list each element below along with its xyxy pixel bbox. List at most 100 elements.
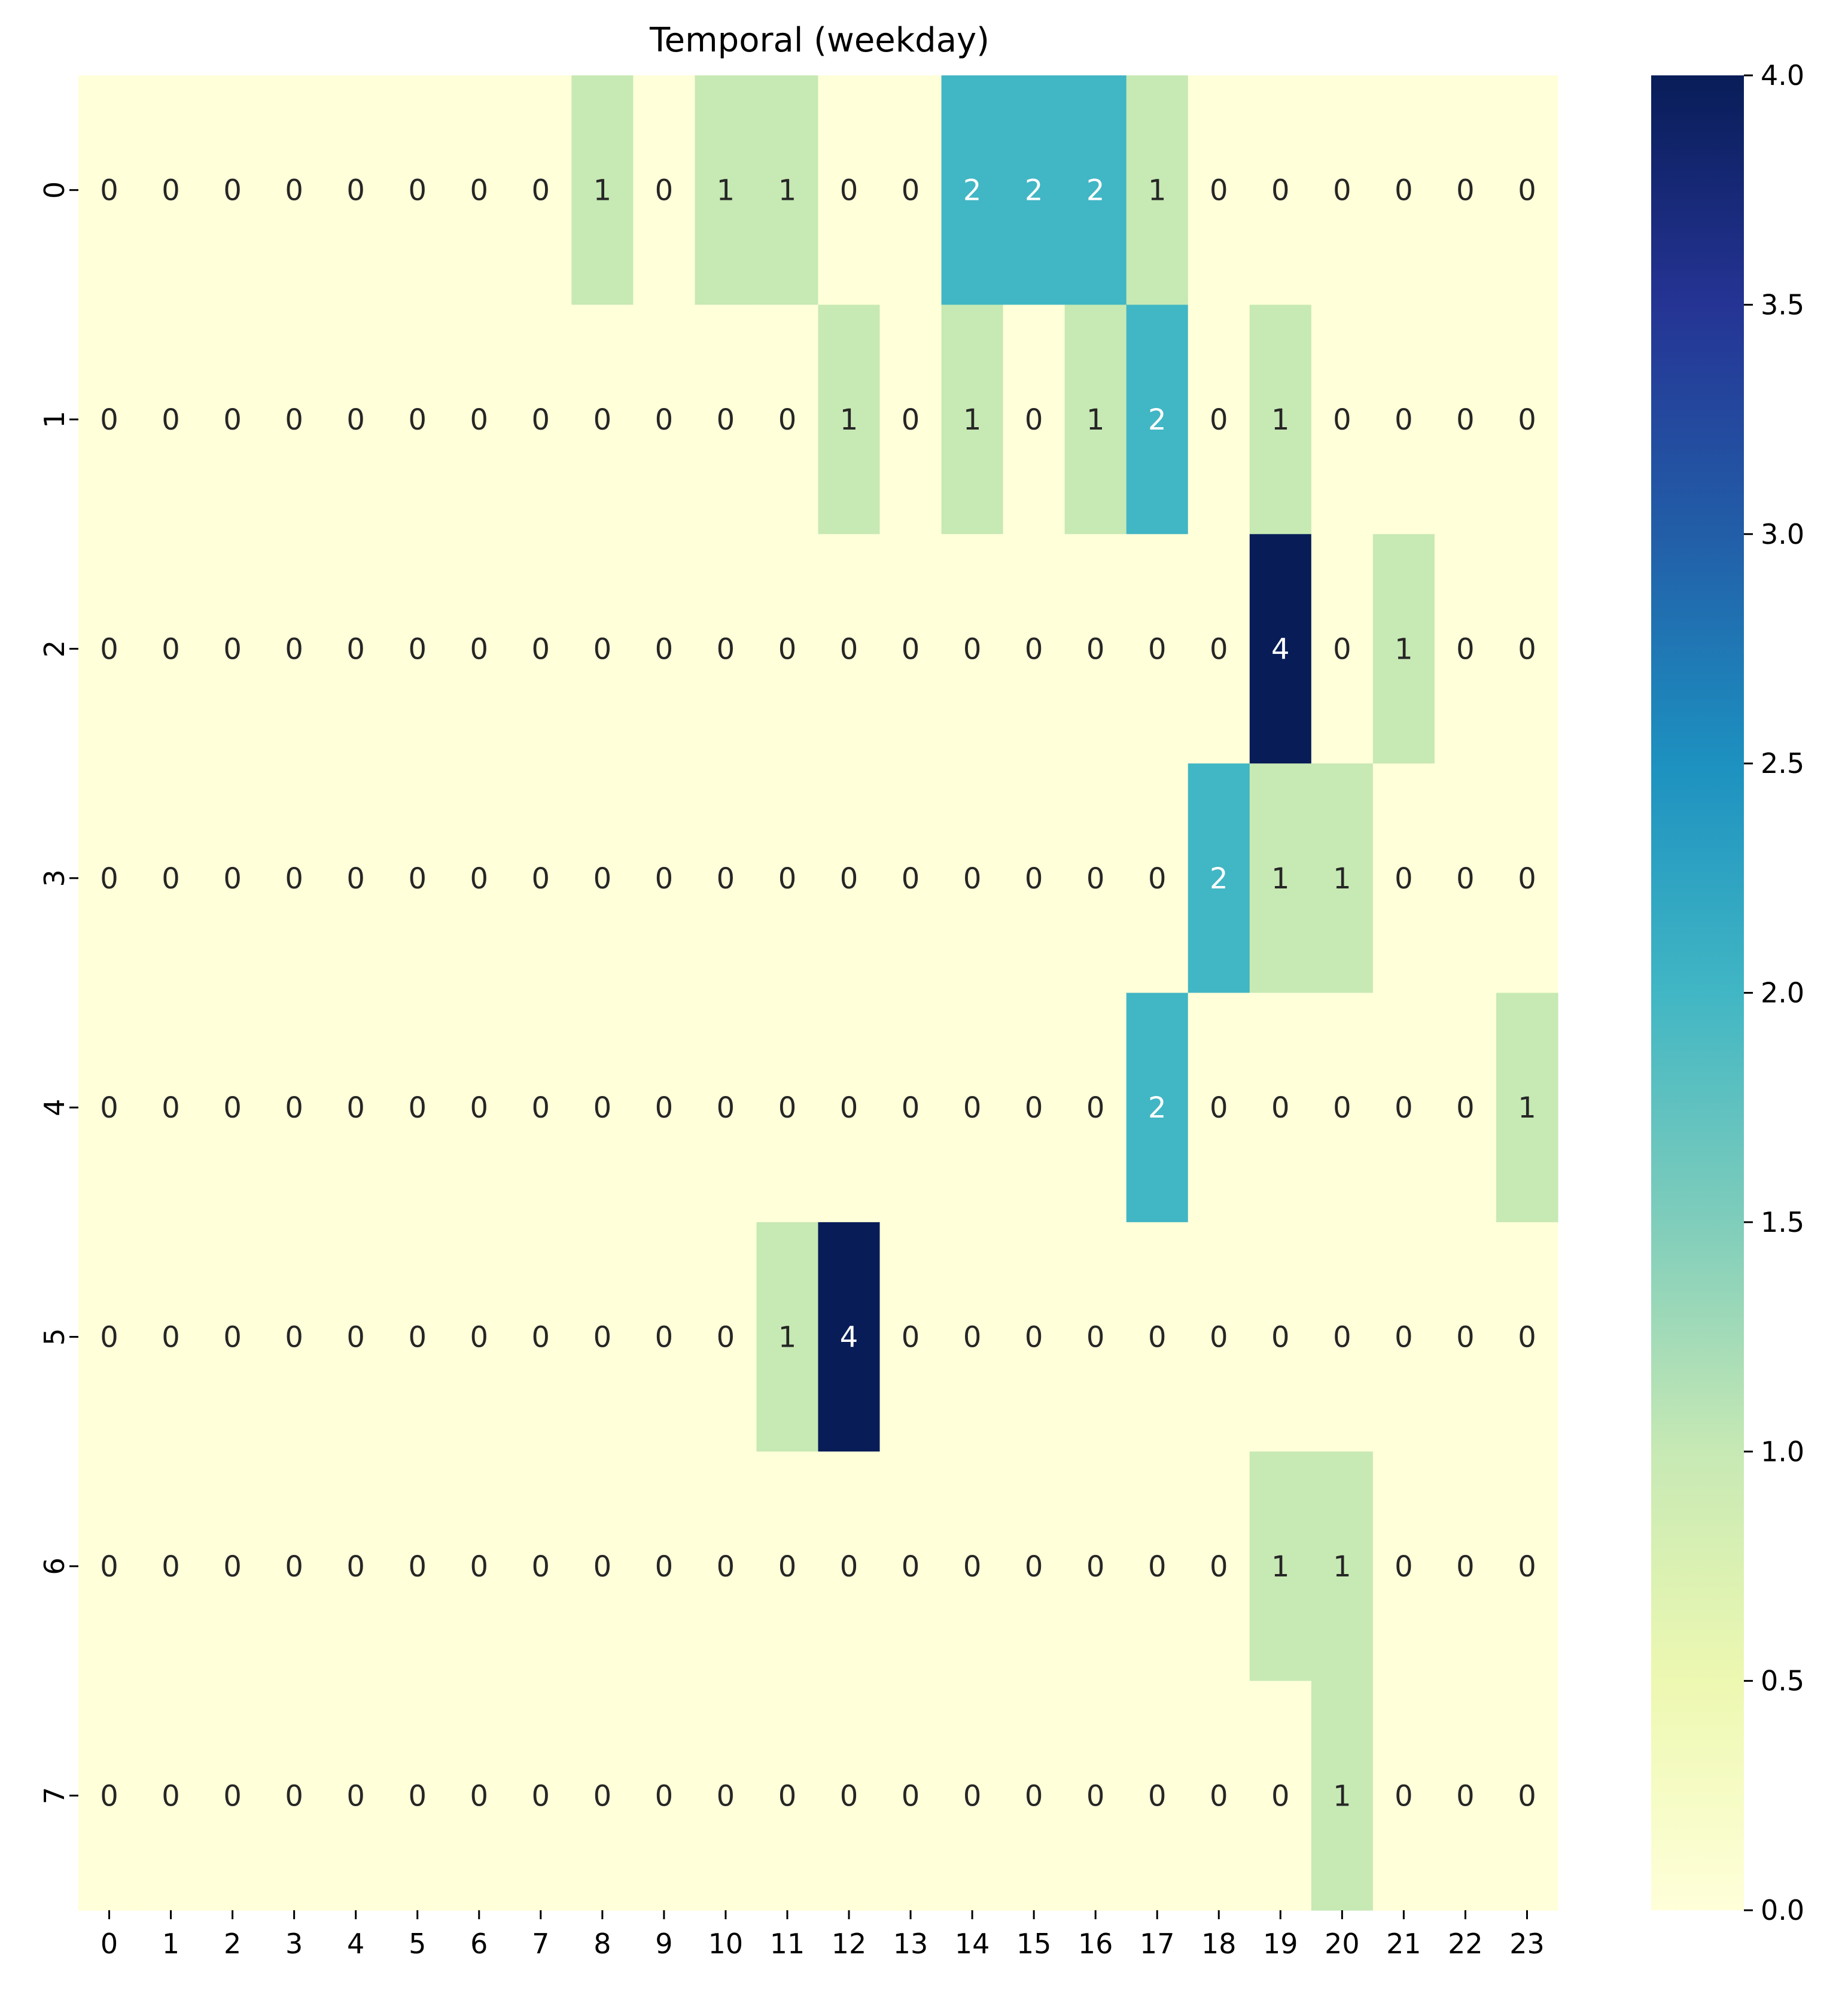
heatmap-cell	[1126, 75, 1189, 305]
heatmap-cell	[1434, 763, 1497, 994]
heatmap-cell	[1188, 305, 1250, 535]
cell-value-label: 0	[717, 1550, 735, 1584]
heatmap-cell	[325, 1681, 387, 1911]
heatmap-cell	[386, 1222, 449, 1452]
cell-value-label: 2	[1210, 862, 1228, 896]
heatmap-cell	[879, 763, 942, 994]
cell-value-label: 0	[408, 1550, 427, 1584]
y-tick-label: 6	[38, 1557, 71, 1575]
heatmap-cell	[140, 75, 202, 305]
heatmap-cell	[386, 305, 449, 535]
heatmap-cell	[325, 1222, 387, 1452]
cell-value-label: 0	[1148, 1321, 1167, 1354]
heatmap-cell	[1434, 1222, 1497, 1452]
heatmap-cell	[1064, 534, 1127, 764]
cell-value-label: 0	[717, 632, 735, 666]
cell-value-label: 0	[1210, 1321, 1228, 1354]
cell-value-label: 0	[1025, 862, 1043, 896]
colorbar-tick-label: 3.5	[1761, 288, 1804, 321]
heatmap-cell	[1434, 993, 1497, 1223]
x-tick-label: 16	[1078, 1928, 1113, 1960]
cell-value-label: 0	[470, 632, 488, 666]
heatmap-cell	[325, 993, 387, 1223]
heatmap-cell	[1126, 763, 1189, 994]
heatmap-cell	[1372, 75, 1435, 305]
heatmap-cell	[1496, 534, 1558, 764]
cell-value-label: 2	[1025, 174, 1043, 208]
y-tick-label: 2	[38, 640, 71, 657]
heatmap-cells	[78, 75, 1558, 1911]
heatmap-cell	[633, 1681, 696, 1911]
cell-value-label: 2	[963, 174, 982, 208]
cell-value-label: 1	[717, 174, 735, 208]
heatmap-cell	[78, 993, 141, 1223]
heatmap-cell	[756, 305, 819, 535]
x-tick-label: 11	[770, 1928, 805, 1960]
heatmap-cell	[510, 993, 572, 1223]
x-tick-label: 22	[1448, 1928, 1483, 1960]
y-tick-label: 1	[38, 410, 71, 428]
heatmap-cell	[1003, 1222, 1065, 1452]
heatmap-cell	[1311, 1451, 1374, 1682]
cell-value-label: 0	[655, 862, 674, 896]
heatmap-cell	[78, 75, 141, 305]
cell-value-label: 0	[1148, 1550, 1167, 1584]
cell-value-label: 0	[100, 1779, 118, 1813]
heatmap-cell	[818, 993, 881, 1223]
heatmap-cell	[1434, 1451, 1497, 1682]
x-tick-label: 0	[101, 1928, 118, 1960]
heatmap-cell	[1126, 993, 1189, 1223]
cell-value-label: 0	[1148, 1779, 1167, 1813]
x-tick-label: 23	[1509, 1928, 1545, 1960]
x-tick-label: 18	[1201, 1928, 1237, 1960]
cell-value-label: 0	[162, 862, 180, 896]
colorbar-tick-label: 4.0	[1761, 59, 1804, 92]
heatmap-cell	[1064, 1222, 1127, 1452]
cell-value-label: 0	[1395, 1091, 1413, 1125]
heatmap-cell	[1188, 1681, 1250, 1911]
cell-value-label: 0	[717, 1321, 735, 1354]
heatmap-cell	[202, 534, 264, 764]
heatmap-cell	[1311, 534, 1374, 764]
heatmap-cell	[386, 763, 449, 994]
cell-value-label: 2	[1148, 403, 1167, 437]
heatmap-cell	[202, 1451, 264, 1682]
cell-value-label: 0	[593, 862, 612, 896]
cell-value-label: 1	[840, 403, 858, 437]
cell-value-label: 0	[100, 862, 118, 896]
heatmap-cell	[78, 534, 141, 764]
heatmap-cell	[1126, 1681, 1189, 1911]
heatmap-cell	[263, 1222, 325, 1452]
heatmap-cell	[263, 763, 325, 994]
heatmap-cell	[1188, 75, 1250, 305]
cell-value-label: 0	[655, 403, 674, 437]
heatmap-cell	[263, 75, 325, 305]
heatmap-cell	[633, 1451, 696, 1682]
heatmap-cell	[263, 993, 325, 1223]
y-tick-label: 5	[38, 1328, 71, 1345]
heatmap-cell	[1064, 993, 1127, 1223]
cell-value-label: 0	[1395, 174, 1413, 208]
cell-value-label: 0	[1271, 174, 1290, 208]
x-axis: 0 1 2 3 4 5 6 7 8 9 10 11 12 13 14 15 16 17 18 19 20 21 22 23	[101, 1910, 1545, 1960]
heatmap-cell	[941, 1222, 1004, 1452]
heatmap-cell	[78, 763, 141, 994]
cell-value-label: 0	[1518, 174, 1536, 208]
x-tick-label: 5	[409, 1928, 426, 1960]
cell-value-label: 1	[593, 174, 612, 208]
cell-value-label: 0	[1456, 632, 1475, 666]
heatmap-cell	[818, 75, 881, 305]
cell-value-label: 0	[1025, 1091, 1043, 1125]
heatmap-cell	[1003, 305, 1065, 535]
cell-value-label: 0	[1210, 1550, 1228, 1584]
heatmap-cell	[818, 534, 881, 764]
cell-value-label: 0	[285, 1091, 303, 1125]
cell-value-label: 0	[1518, 1779, 1536, 1813]
cell-value-label: 0	[346, 1779, 365, 1813]
heatmap-cell	[202, 1222, 264, 1452]
cell-value-label: 0	[346, 632, 365, 666]
cell-value-label: 0	[655, 1550, 674, 1584]
heatmap-cell	[202, 993, 264, 1223]
cell-value-label: 0	[223, 1550, 242, 1584]
cell-value-label: 0	[470, 1091, 488, 1125]
